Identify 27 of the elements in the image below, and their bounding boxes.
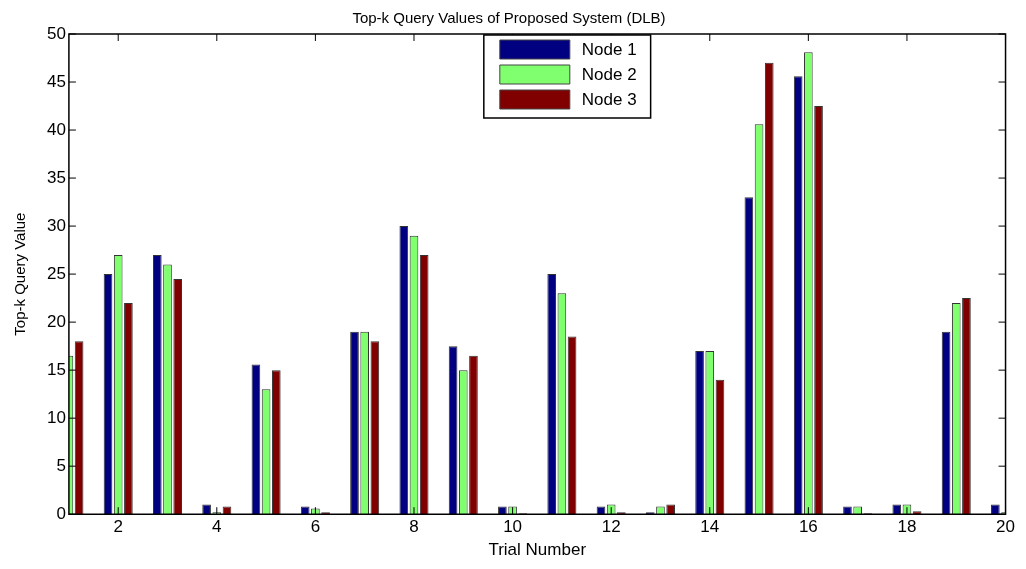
y-tick-label: 5 bbox=[56, 455, 66, 475]
x-tick-label: 16 bbox=[798, 517, 818, 537]
y-tick-label: 50 bbox=[46, 23, 66, 43]
y-tick-label: 25 bbox=[46, 263, 66, 283]
y-axis-title: Top-k Query Value bbox=[11, 212, 29, 336]
x-tick-label: 14 bbox=[700, 517, 720, 537]
x-tick-label: 4 bbox=[212, 517, 222, 537]
x-tick-label: 18 bbox=[897, 517, 917, 537]
legend-label: Node 1 bbox=[581, 40, 637, 60]
x-tick-label: 6 bbox=[310, 517, 321, 537]
chart-title: Top-k Query Values of Proposed System (DLB) bbox=[352, 9, 666, 27]
y-tick-label: 15 bbox=[46, 359, 66, 379]
x-tick-label: 2 bbox=[113, 517, 123, 537]
y-tick-label: 40 bbox=[46, 119, 66, 139]
x-tick-label: 12 bbox=[601, 517, 621, 537]
y-tick-label: 0 bbox=[56, 503, 66, 523]
x-tick-label: 20 bbox=[996, 517, 1016, 537]
y-tick-label: 10 bbox=[46, 407, 66, 427]
x-axis-title: Trial Number bbox=[488, 540, 587, 560]
x-tick-label: 8 bbox=[409, 517, 419, 537]
x-tick-label: 10 bbox=[503, 517, 523, 537]
legend-label: Node 2 bbox=[581, 65, 637, 85]
legend-label: Node 3 bbox=[581, 90, 637, 110]
y-tick-label: 35 bbox=[46, 167, 66, 187]
y-tick-label: 45 bbox=[46, 71, 66, 91]
y-tick-label: 20 bbox=[46, 311, 66, 331]
y-tick-label: 30 bbox=[46, 215, 66, 235]
